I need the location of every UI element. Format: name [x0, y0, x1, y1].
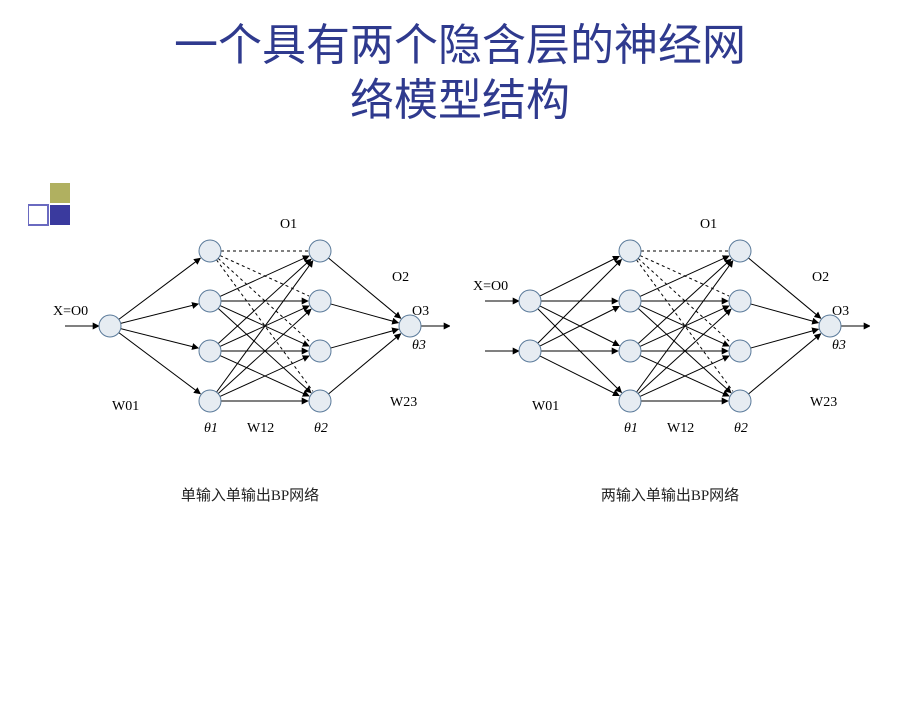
diagram-label: θ3: [412, 338, 426, 354]
network-svg: [50, 196, 450, 456]
neuron-node: [619, 340, 641, 362]
neuron-node: [619, 240, 641, 262]
diagram-label: W01: [532, 399, 559, 415]
edge: [331, 304, 399, 323]
neuron-node: [199, 340, 221, 362]
edge: [328, 258, 400, 318]
neuron-node: [729, 340, 751, 362]
diagram-label: θ3: [832, 338, 846, 354]
diagrams-container: X=O0 O1 O2 O3 θ3 W01 W12 W23 θ1 θ2 单输入单输出BP网络 X=O…: [0, 196, 920, 505]
diagram-label: W12: [667, 421, 694, 437]
diagram-label: W23: [390, 395, 417, 411]
neuron-node: [309, 390, 331, 412]
diagram-label: O1: [700, 217, 717, 233]
neuron-node: [729, 290, 751, 312]
edge: [121, 329, 199, 348]
diagram-label: X=O0: [53, 304, 88, 320]
network-1-caption: 单输入单输出BP网络: [50, 484, 450, 505]
diagram-label: O1: [280, 217, 297, 233]
diagram-label: X=O0: [473, 279, 508, 295]
neuron-node: [729, 390, 751, 412]
neuron-node: [199, 390, 221, 412]
diagram-label: W12: [247, 421, 274, 437]
diagram-label: θ2: [734, 421, 748, 437]
diagram-label: W23: [810, 395, 837, 411]
edge: [748, 258, 820, 318]
network-1: X=O0 O1 O2 O3 θ3 W01 W12 W23 θ1 θ2 单输入单输出BP网络: [50, 196, 450, 505]
edge: [751, 329, 819, 348]
diagram-label: O3: [832, 304, 849, 320]
slide-title: 一个具有两个隐含层的神经网 络模型结构: [0, 18, 920, 128]
network-svg: [470, 196, 870, 456]
diagram-label: θ1: [204, 421, 218, 437]
network-2: X=O0 O1 O2 O3 θ3 W01 W12 W23 θ1 θ2 两输入单输出BP网络: [470, 196, 870, 505]
neuron-node: [199, 240, 221, 262]
title-line-2: 络模型结构: [350, 76, 570, 125]
edge: [540, 356, 619, 396]
neuron-node: [519, 290, 541, 312]
network-1-canvas: X=O0 O1 O2 O3 θ3 W01 W12 W23 θ1 θ2: [50, 196, 450, 456]
neuron-node: [619, 290, 641, 312]
neuron-node: [199, 290, 221, 312]
neuron-node: [309, 240, 331, 262]
edge: [748, 334, 820, 394]
diagram-label: O3: [412, 304, 429, 320]
neuron-node: [309, 290, 331, 312]
edge: [751, 304, 819, 323]
edge: [119, 258, 201, 319]
edge: [119, 333, 201, 394]
diagram-label: W01: [112, 399, 139, 415]
edge: [331, 329, 399, 348]
decor-square-1: [28, 205, 48, 225]
edge: [540, 256, 619, 296]
edge: [121, 304, 199, 323]
network-2-caption: 两输入单输出BP网络: [470, 484, 870, 505]
title-line-1: 一个具有两个隐含层的神经网: [174, 21, 746, 70]
diagram-label: O2: [392, 270, 409, 286]
neuron-node: [99, 315, 121, 337]
neuron-node: [619, 390, 641, 412]
diagram-label: θ1: [624, 421, 638, 437]
edge: [328, 334, 400, 394]
network-2-canvas: X=O0 O1 O2 O3 θ3 W01 W12 W23 θ1 θ2: [470, 196, 870, 456]
neuron-node: [309, 340, 331, 362]
neuron-node: [519, 340, 541, 362]
neuron-node: [729, 240, 751, 262]
diagram-label: O2: [812, 270, 829, 286]
diagram-label: θ2: [314, 421, 328, 437]
